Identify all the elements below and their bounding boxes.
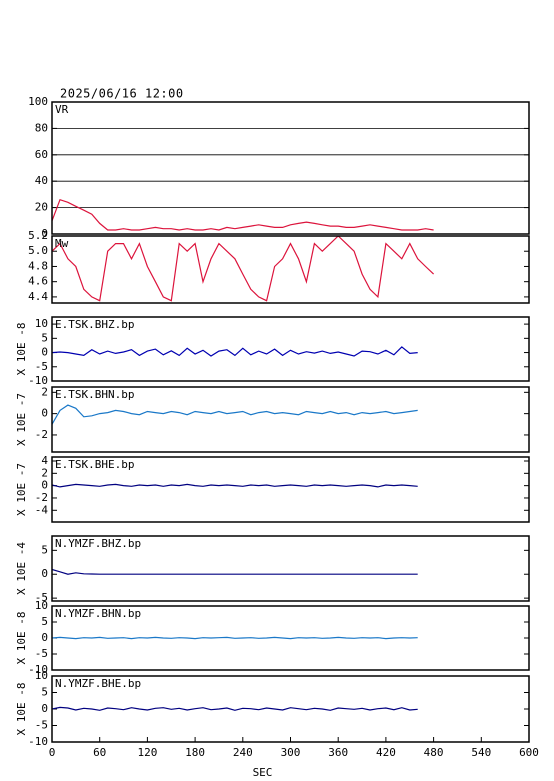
y-tick-label: -10 <box>28 374 48 387</box>
x-tick-label: 420 <box>376 746 396 759</box>
y-tick-label: 5 <box>41 615 48 628</box>
y-tick-label: 10 <box>35 669 48 682</box>
series-line <box>52 198 434 231</box>
y-tick-label: -5 <box>35 719 48 732</box>
x-tick-label: 300 <box>281 746 301 759</box>
y-tick-label: 60 <box>35 148 48 161</box>
series-line <box>52 706 418 711</box>
panel-label: N.YMZF.BHN.bp <box>55 607 141 620</box>
y-tick-label: 4.4 <box>28 290 48 303</box>
y-tick-label: 4.6 <box>28 275 48 288</box>
panel-label: Mw <box>55 237 69 250</box>
y-tick-label: 2 <box>41 466 48 479</box>
panel-label: E.TSK.BHN.bp <box>55 388 134 401</box>
x-tick-label: 60 <box>93 746 106 759</box>
y-axis-label: X 10E -4 <box>15 542 28 595</box>
panel-label: E.TSK.BHZ.bp <box>55 318 134 331</box>
y-tick-label: 0 <box>41 479 48 492</box>
y-tick-label: 100 <box>28 95 48 108</box>
panel-frame <box>51 535 530 602</box>
y-axis-label: X 10E -8 <box>15 683 28 736</box>
panel-frame <box>51 101 530 235</box>
x-tick-label: 360 <box>328 746 348 759</box>
y-tick-label: 5 <box>41 331 48 344</box>
x-tick-label: 120 <box>137 746 157 759</box>
y-tick-label: -10 <box>28 663 48 676</box>
y-axis-label: X 10E -8 <box>15 612 28 665</box>
y-tick-label: 2 <box>41 385 48 398</box>
y-tick-label: 0 <box>41 227 48 240</box>
y-tick-label: -5 <box>35 591 48 604</box>
x-tick-label: 240 <box>233 746 253 759</box>
y-tick-label: 10 <box>35 599 48 612</box>
y-tick-label: 4.8 <box>28 259 48 272</box>
x-tick-label: 540 <box>471 746 491 759</box>
series-line <box>52 404 418 425</box>
y-tick-label: -4 <box>35 503 49 516</box>
y-tick-label: -5 <box>35 647 48 660</box>
y-tick-label: 0 <box>41 631 48 644</box>
x-tick-label: 180 <box>185 746 205 759</box>
series-line <box>52 483 418 488</box>
y-tick-label: 5 <box>41 543 48 556</box>
series-line <box>52 236 435 302</box>
x-tick-label: 0 <box>49 746 56 759</box>
y-tick-label: 5.2 <box>28 229 48 242</box>
series-line <box>52 568 418 575</box>
y-tick-label: 0 <box>41 702 48 715</box>
y-axis-label: X 10E -7 <box>15 393 28 446</box>
y-tick-label: -2 <box>35 428 48 441</box>
x-tick-label: 480 <box>424 746 444 759</box>
y-tick-label: 80 <box>35 121 48 134</box>
y-tick-label: -5 <box>35 360 48 373</box>
y-axis-label: X 10E -8 <box>15 323 28 376</box>
y-tick-label: 10 <box>35 317 48 330</box>
series-line <box>52 346 418 357</box>
x-tick-label: 600 <box>519 746 539 759</box>
panel-label: VR <box>55 103 69 116</box>
panel-frame <box>51 456 530 523</box>
series-line <box>52 636 418 640</box>
y-tick-label: 20 <box>35 201 48 214</box>
panel-frame <box>51 386 530 453</box>
y-tick-label: 0 <box>41 346 48 359</box>
y-tick-label: 0 <box>41 567 48 580</box>
y-tick-label: -10 <box>28 735 48 748</box>
panel-frame <box>51 235 530 304</box>
panel-label: N.YMZF.BHZ.bp <box>55 537 141 550</box>
chart-title: 2025/06/16 12:00 <box>60 87 184 101</box>
y-tick-label: 0 <box>41 407 48 420</box>
panel-frame <box>51 316 530 382</box>
x-axis-label: SEC <box>253 766 273 779</box>
y-tick-label: 4 <box>41 454 48 467</box>
y-axis-label: X 10E -7 <box>15 463 28 516</box>
panel-label: N.YMZF.BHE.bp <box>55 677 141 690</box>
y-tick-label: 40 <box>35 174 48 187</box>
panel-frame <box>51 605 530 671</box>
y-tick-label: -2 <box>35 491 48 504</box>
y-tick-label: 5 <box>41 686 48 699</box>
y-tick-label: 5.0 <box>28 244 48 257</box>
panel-label: E.TSK.BHE.bp <box>55 458 134 471</box>
